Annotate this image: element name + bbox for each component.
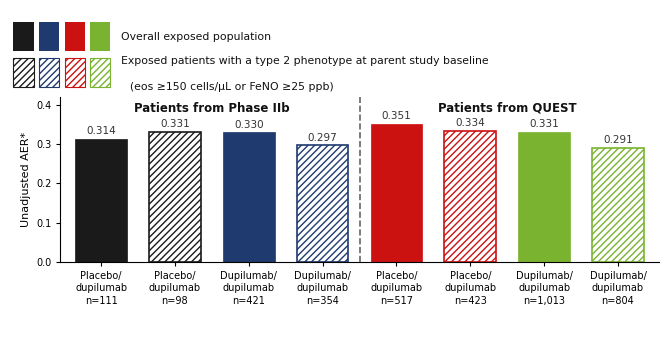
Text: 0.297: 0.297 xyxy=(308,132,337,143)
Bar xyxy=(370,124,422,262)
Text: (eos ≥150 cells/μL or FeNO ≥25 ppb): (eos ≥150 cells/μL or FeNO ≥25 ppb) xyxy=(130,82,333,92)
Text: 0.314: 0.314 xyxy=(86,126,116,136)
Text: Patients from QUEST: Patients from QUEST xyxy=(438,102,577,115)
Bar xyxy=(39,58,59,87)
Text: Exposed patients with a type 2 phenotype at parent study baseline: Exposed patients with a type 2 phenotype… xyxy=(121,56,489,66)
Bar xyxy=(518,132,570,262)
Bar xyxy=(39,22,59,51)
Text: 0.291: 0.291 xyxy=(603,135,633,145)
Bar xyxy=(444,131,496,262)
Text: 0.330: 0.330 xyxy=(234,120,263,130)
Text: Overall exposed population: Overall exposed population xyxy=(121,32,271,42)
Bar xyxy=(65,58,85,87)
Text: 0.331: 0.331 xyxy=(160,119,190,129)
Text: Patients from Phase IIb: Patients from Phase IIb xyxy=(134,102,290,115)
Bar xyxy=(90,22,110,51)
Bar xyxy=(223,132,275,262)
Text: 0.351: 0.351 xyxy=(382,111,411,121)
Bar xyxy=(297,145,349,262)
Bar xyxy=(592,148,644,262)
Text: 0.331: 0.331 xyxy=(530,119,559,129)
Bar xyxy=(90,58,110,87)
Bar xyxy=(65,22,85,51)
Text: 0.334: 0.334 xyxy=(456,118,485,128)
Bar xyxy=(13,58,34,87)
Bar xyxy=(149,132,201,262)
Bar xyxy=(75,139,127,262)
Bar xyxy=(13,22,34,51)
Y-axis label: Unadjusted AER*: Unadjusted AER* xyxy=(21,132,30,227)
